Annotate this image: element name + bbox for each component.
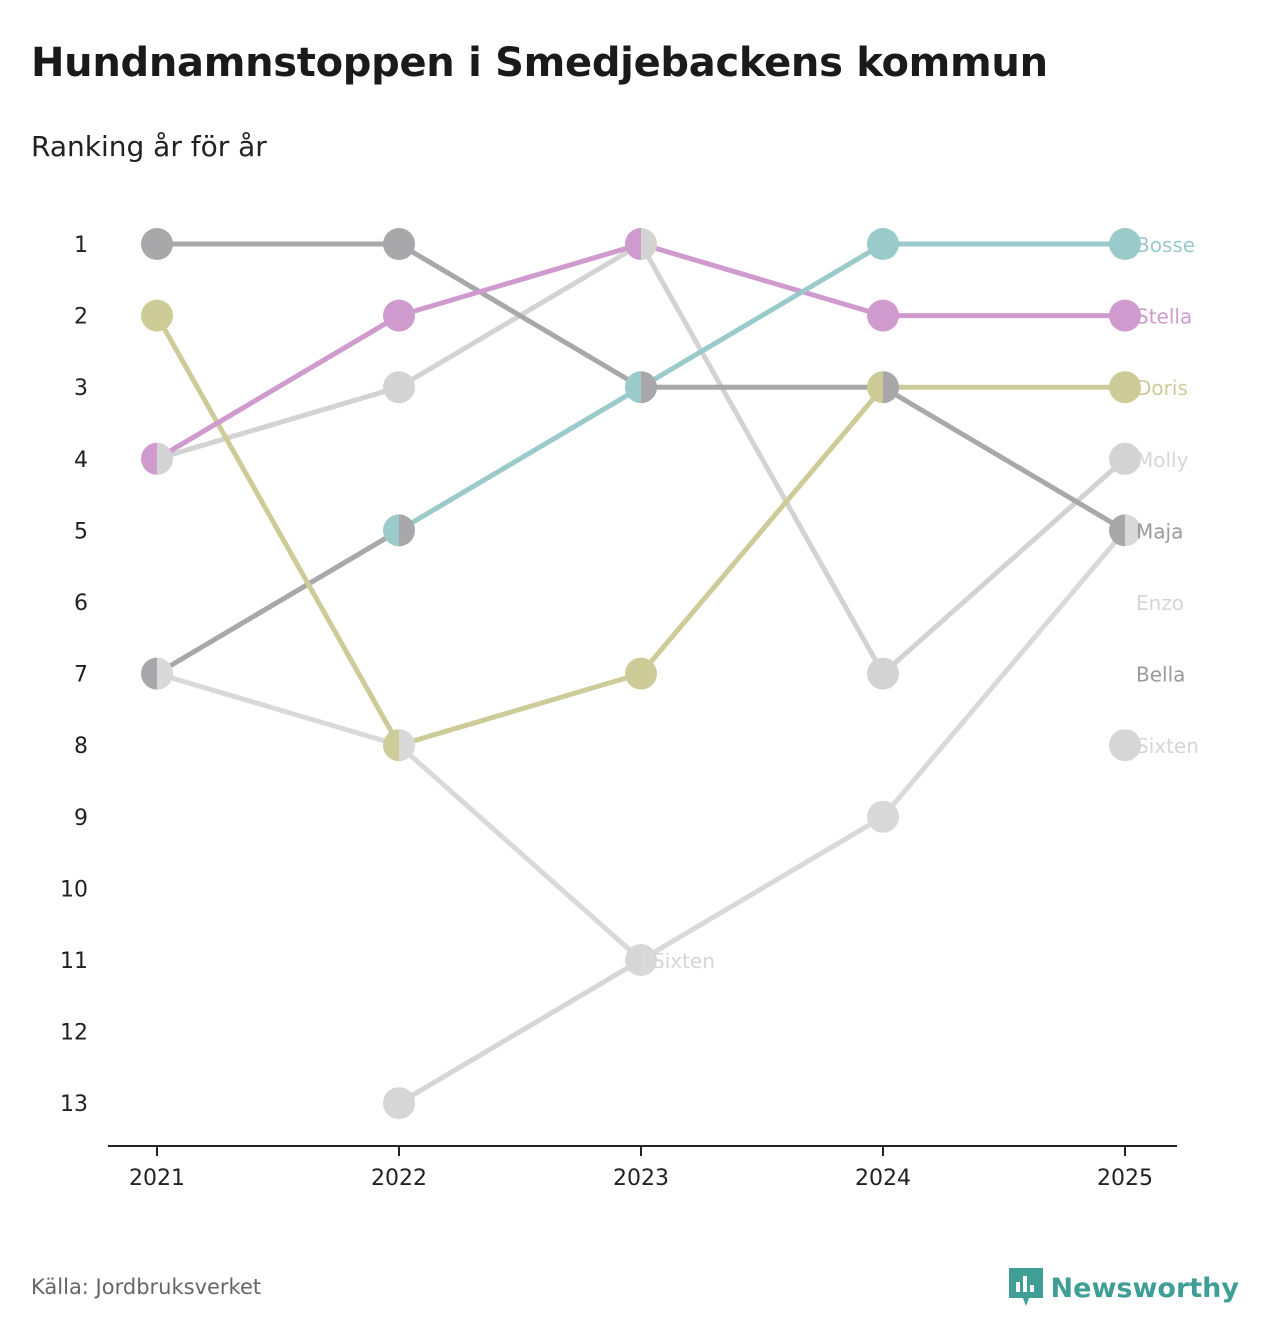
y-tick-label-12: 12	[60, 1021, 88, 1046]
line-molly-2023-2024	[638, 241, 886, 677]
marker-bella-2021	[141, 657, 157, 690]
marker-bosse-2024	[867, 228, 899, 260]
line-molly-2024-2025	[880, 456, 1128, 677]
marker-stella-2024	[867, 299, 899, 332]
x-tick-label-2025: 2025	[1097, 1166, 1153, 1191]
marker-bosse-2023	[625, 371, 641, 404]
line-bosse-2022-2023	[396, 384, 644, 533]
line-stella-2023-2024	[638, 241, 886, 319]
x-tick-label-2024: 2024	[855, 1166, 911, 1191]
marker-stella-2025	[1109, 299, 1141, 332]
marker-bosse-2025	[1109, 228, 1141, 260]
y-tick-label-1: 1	[74, 233, 88, 258]
y-tick-label-6: 6	[74, 591, 88, 616]
marker-doris-2023	[625, 657, 657, 690]
y-tick-label-5: 5	[74, 519, 88, 544]
marker-enzo-2022	[399, 729, 415, 762]
chart-title: Hundnamnstoppen i Smedjebackens kommun	[31, 40, 1048, 86]
marker-maja-2024	[883, 371, 899, 404]
end-label-bosse: Bosse	[1136, 233, 1195, 257]
line-bella-2021-2022	[154, 527, 402, 677]
source-note: Källa: Jordbruksverket	[31, 1275, 262, 1299]
x-tick-label-2023: 2023	[613, 1166, 669, 1191]
line-doris-2023-2024	[638, 384, 886, 677]
end-label-sixten: Sixten	[1136, 734, 1199, 758]
brand-logo: Newsworthy	[1008, 1268, 1239, 1308]
x-tick-label-2021: 2021	[129, 1166, 185, 1191]
y-tick-label-2: 2	[74, 305, 88, 330]
marker-sixten-2023	[625, 944, 641, 976]
line-enzo-2023-2024	[638, 814, 886, 963]
end-label-enzo: Enzo	[1136, 591, 1184, 615]
marker-molly-2021	[157, 442, 173, 475]
marker-molly-2025	[1109, 442, 1141, 475]
marker-molly-2024	[867, 657, 899, 690]
line-stella-2022-2023	[396, 241, 644, 319]
marker-maja-2022	[383, 228, 415, 260]
line-enzo-2021-2022	[154, 671, 402, 748]
y-tick-label-4: 4	[74, 448, 88, 473]
marker-doris-2025	[1109, 371, 1141, 404]
marker-maja-2025	[1109, 514, 1125, 547]
chart-subtitle: Ranking år för år	[31, 130, 267, 163]
marker-enzo-2023	[641, 944, 657, 976]
line-bosse-2023-2024	[638, 241, 886, 390]
marker-sixten-2022	[383, 1087, 415, 1120]
y-tick-label-7: 7	[74, 663, 88, 688]
marker-doris-2024	[867, 371, 883, 404]
line-sixten-2022-2023	[396, 957, 644, 1106]
y-tick-label-3: 3	[74, 376, 88, 401]
end-label-doris: Doris	[1136, 376, 1188, 400]
marker-molly-2023	[641, 228, 657, 260]
line-doris-2021-2022	[154, 313, 402, 748]
marker-stella-2022	[383, 299, 415, 332]
marker-bella-2022	[399, 514, 415, 547]
marker-sixten-2025	[1109, 729, 1141, 762]
marker-stella-2023	[625, 228, 641, 260]
marker-molly-2022	[383, 371, 415, 404]
line-molly-2021-2022	[154, 384, 402, 462]
marker-doris-2022	[383, 729, 399, 762]
marker-stella-2021	[141, 442, 157, 475]
y-tick-label-13: 13	[60, 1092, 88, 1117]
y-tick-label-9: 9	[74, 806, 88, 831]
newsworthy-logo-icon	[1008, 1268, 1043, 1306]
end-label-stella: Stella	[1136, 305, 1192, 329]
marker-maja-2023	[641, 371, 657, 404]
end-label-molly: Molly	[1136, 448, 1189, 472]
marker-bosse-2022	[383, 514, 399, 547]
y-tick-label-11: 11	[60, 949, 88, 974]
marker-enzo-2024	[867, 800, 899, 833]
line-maja-2024-2025	[880, 384, 1128, 533]
end-label-bella: Bella	[1136, 663, 1185, 687]
y-tick-label-8: 8	[74, 734, 88, 759]
line-enzo-2024-2025	[880, 527, 1128, 820]
annotation-sixten-2023: Sixten	[652, 949, 715, 973]
marker-maja-2021	[141, 228, 173, 260]
y-tick-label-10: 10	[60, 877, 88, 902]
line-stella-2021-2022	[154, 313, 402, 462]
brand-name: Newsworthy	[1050, 1272, 1239, 1304]
end-label-maja: Maja	[1136, 519, 1183, 543]
x-tick-label-2022: 2022	[371, 1166, 427, 1191]
line-doris-2022-2023	[396, 671, 644, 748]
line-enzo-2022-2023	[396, 742, 644, 963]
marker-enzo-2025	[1125, 514, 1141, 547]
marker-enzo-2021	[157, 657, 173, 690]
marker-doris-2021	[141, 299, 173, 332]
line-maja-2022-2023	[396, 241, 644, 390]
